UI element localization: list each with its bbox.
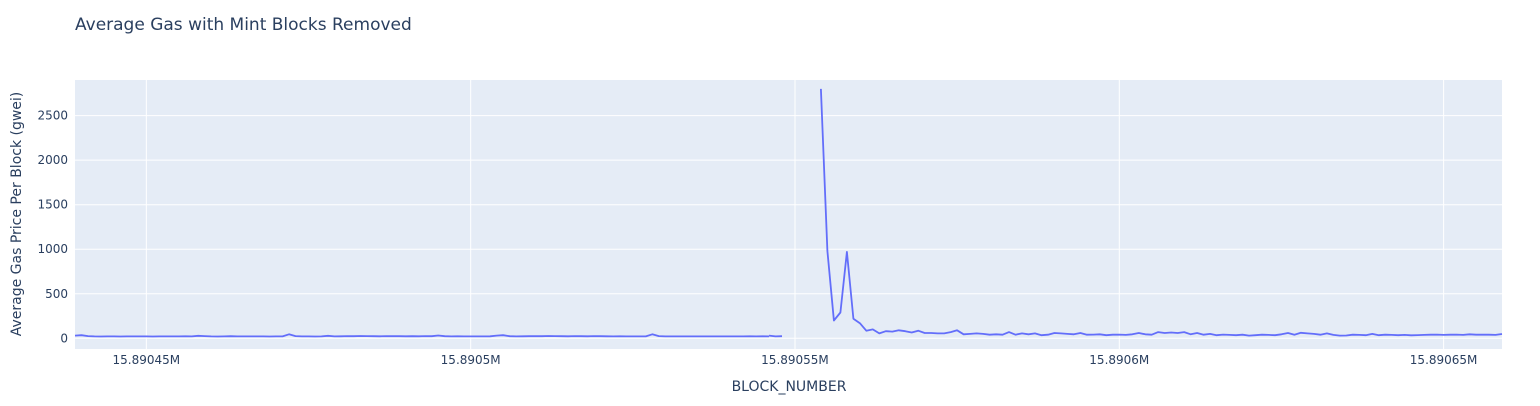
y-axis-title: Average Gas Price Per Block (gwei): [9, 92, 25, 337]
series-line-segment: [768, 334, 783, 338]
series-line-layer: [74, 88, 1503, 338]
x-tick-labels: 15.89045M 15.8905M 15.89055M 15.8906M 15.890…: [113, 353, 1478, 367]
y-tick-label: 1500: [37, 198, 68, 212]
y-tick-labels: 0 500 1000 1500 2000 2500: [37, 109, 68, 346]
y-tick-label: 0: [60, 331, 68, 345]
y-tick-label: 1000: [37, 242, 68, 256]
series-line-segment: [820, 88, 1503, 337]
x-tick-label: 15.8906M: [1089, 353, 1149, 367]
grid-layer: [75, 80, 1502, 349]
x-tick-label: 15.89045M: [113, 353, 181, 367]
y-tick-label: 2000: [37, 153, 68, 167]
chart-title: Average Gas with Mint Blocks Removed: [75, 15, 412, 35]
series-line-segment: [74, 333, 770, 338]
plot-background: [75, 80, 1502, 349]
x-tick-label: 15.8905M: [441, 353, 501, 367]
y-tick-label: 500: [45, 287, 68, 301]
y-tick-label: 2500: [37, 109, 68, 123]
x-tick-label: 15.89055M: [761, 353, 829, 367]
x-axis-title: BLOCK_NUMBER: [732, 379, 847, 395]
x-tick-label: 15.89065M: [1410, 353, 1478, 367]
